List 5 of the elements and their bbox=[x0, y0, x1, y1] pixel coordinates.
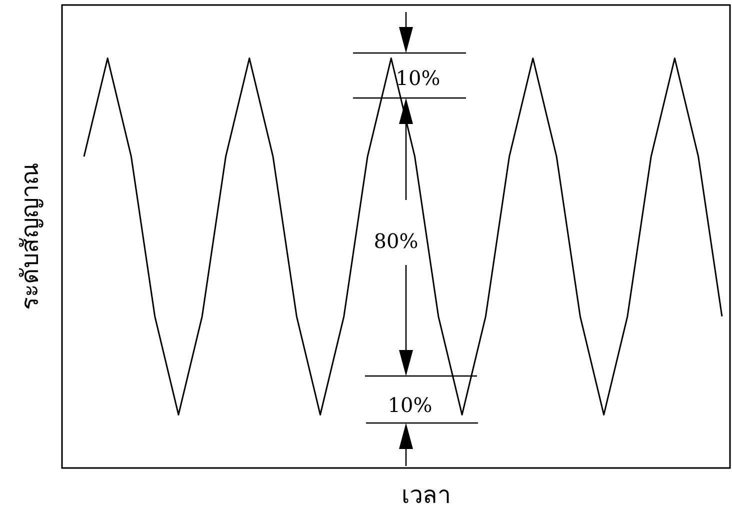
y-axis-title: ระดับสัญญาณ bbox=[16, 163, 44, 310]
x-axis-title: เวลา bbox=[402, 481, 450, 509]
annotation: 10% bbox=[396, 66, 440, 90]
annotation: 10% bbox=[388, 393, 432, 417]
annotation: 80% bbox=[374, 229, 418, 253]
